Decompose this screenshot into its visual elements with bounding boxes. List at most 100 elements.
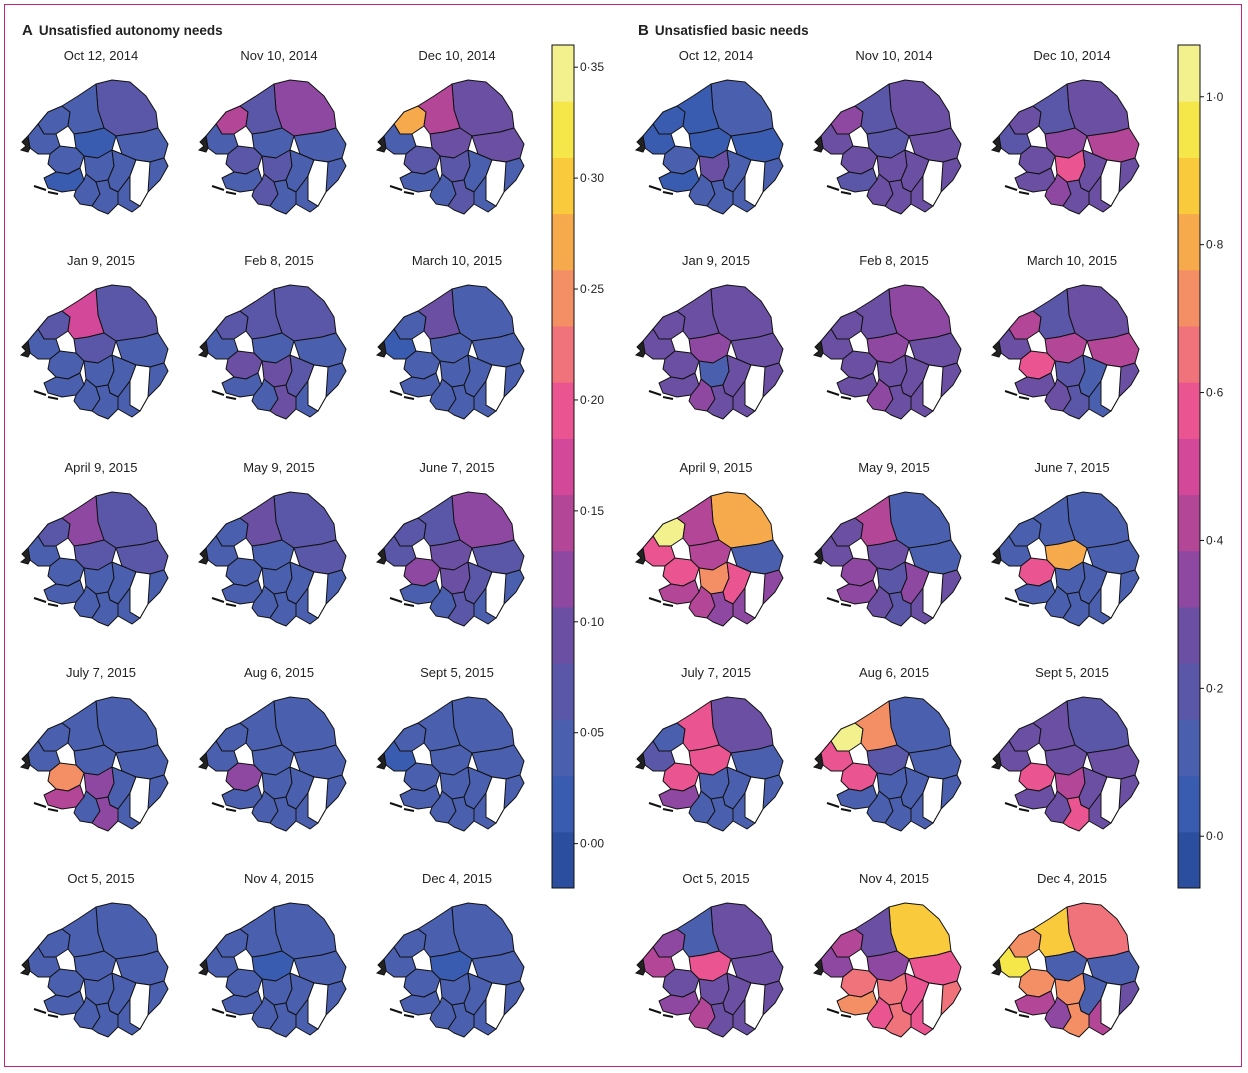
colorbar-band (1178, 157, 1200, 215)
colorbar-band (1178, 45, 1200, 102)
district-region (393, 310, 427, 340)
map-date-label: Oct 12, 2014 (678, 48, 754, 63)
no-data-district (485, 159, 507, 207)
district-region (830, 310, 864, 340)
no-data-district (922, 982, 944, 1030)
district-region (37, 517, 71, 547)
district-region (91, 796, 119, 832)
district-region (273, 696, 337, 754)
western-area-peninsula (634, 751, 646, 770)
map-date-label: Oct 12, 2014 (63, 48, 139, 63)
map-date-label: Nov 4, 2015 (858, 871, 930, 886)
district-region (710, 902, 774, 960)
district-region (215, 722, 249, 752)
panel-b-letter: B (638, 22, 649, 39)
western-area-peninsula (812, 339, 824, 358)
colorbar-band (1178, 326, 1200, 383)
district-map (375, 79, 525, 215)
western-area-peninsula (197, 134, 209, 153)
panel-b-colorbar: 0·0 0·2 0·4 0·6 0·8 1·0 (1177, 44, 1224, 889)
colorbar-band (1178, 831, 1200, 889)
colorbar-tick-label: 0·10 (580, 615, 604, 629)
district-region (706, 1002, 734, 1038)
map-date-label: Oct 5, 2015 (67, 871, 135, 886)
colorbar-band (552, 382, 574, 439)
no-data-district (744, 571, 766, 619)
map-date-label: Nov 10, 2014 (240, 48, 318, 63)
western-area-peninsula (19, 339, 31, 358)
district-region (830, 722, 864, 752)
district-map (812, 491, 962, 627)
colorbar-band (552, 663, 574, 720)
district-region (95, 696, 159, 754)
western-area-peninsula (634, 957, 646, 976)
district-region (1062, 1002, 1090, 1038)
no-data-district (744, 159, 766, 207)
colorbar-band (552, 831, 574, 889)
district-region (884, 1002, 912, 1038)
district-map (375, 902, 525, 1038)
map-date-label: Aug 6, 2015 (858, 665, 930, 680)
map-date-label: Feb 8, 2015 (859, 253, 929, 268)
district-map (19, 79, 169, 215)
map-date-label: April 9, 2015 (64, 460, 138, 475)
district-map (197, 284, 347, 420)
map-date-label: July 7, 2015 (65, 665, 137, 680)
coastal-islands (33, 802, 59, 812)
coastal-islands (33, 185, 59, 195)
district-region (1066, 284, 1130, 342)
district-region (1008, 517, 1042, 547)
district-map (375, 696, 525, 832)
district-region (269, 179, 297, 215)
district-region (91, 1002, 119, 1038)
coastal-islands (826, 185, 852, 195)
coastal-islands (648, 185, 674, 195)
western-area-peninsula (990, 957, 1002, 976)
map-date-label: March 10, 2015 (1026, 253, 1118, 268)
map-date-label: May 9, 2015 (243, 460, 315, 475)
western-area-peninsula (634, 134, 646, 153)
district-region (884, 179, 912, 215)
no-data-district (744, 982, 766, 1030)
coastal-islands (1004, 802, 1030, 812)
no-data-district (129, 159, 151, 207)
district-region (95, 284, 159, 342)
district-region (888, 79, 952, 137)
district-region (215, 517, 249, 547)
coastal-islands (826, 802, 852, 812)
no-data-district (485, 982, 507, 1030)
district-region (1008, 928, 1042, 958)
colorbar-band (1178, 494, 1200, 552)
no-data-district (922, 776, 944, 824)
district-map (197, 902, 347, 1038)
map-date-label: Jan 9, 2015 (682, 253, 750, 268)
district-map (990, 79, 1140, 215)
district-region (706, 796, 734, 832)
map-date-label: Oct 5, 2015 (682, 871, 750, 886)
district-region (652, 310, 686, 340)
district-map (634, 491, 784, 627)
coastal-islands (211, 597, 237, 607)
no-data-district (1100, 982, 1122, 1030)
western-area-peninsula (19, 751, 31, 770)
district-region (652, 928, 686, 958)
district-map (812, 79, 962, 215)
colorbar-tick-label: 1·0 (1206, 90, 1224, 104)
western-area-peninsula (990, 546, 1002, 565)
district-region (273, 902, 337, 960)
no-data-district (1100, 364, 1122, 412)
coastal-islands (648, 1008, 674, 1018)
district-region (1062, 796, 1090, 832)
district-region (888, 902, 952, 960)
map-date-label: Sept 5, 2015 (1035, 665, 1109, 680)
colorbar-band (1178, 213, 1200, 271)
coastal-islands (389, 597, 415, 607)
district-region (393, 517, 427, 547)
district-region (37, 722, 71, 752)
western-area-peninsula (812, 134, 824, 153)
colorbar-band (552, 550, 574, 608)
colorbar-band (552, 326, 574, 383)
western-area-peninsula (375, 751, 387, 770)
colorbar-band (1178, 101, 1200, 158)
coastal-islands (1004, 597, 1030, 607)
